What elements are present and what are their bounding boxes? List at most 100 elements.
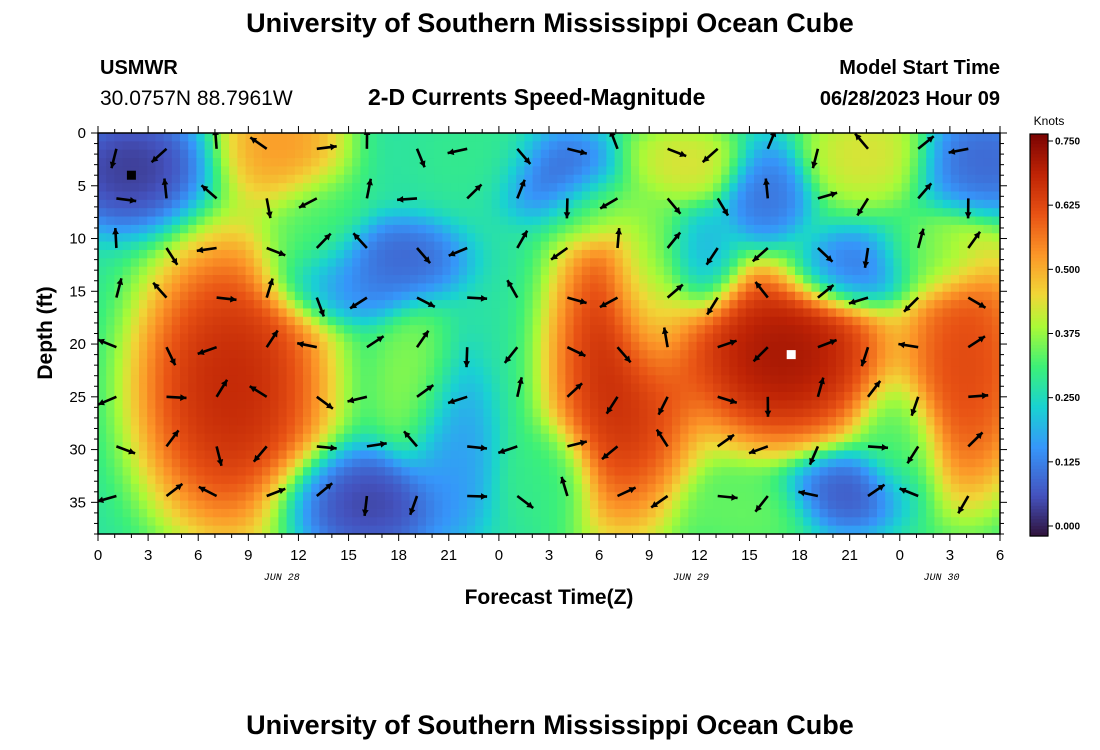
heatmap-cell	[926, 375, 935, 385]
heatmap-cell	[442, 325, 452, 335]
heatmap-cell	[860, 316, 870, 326]
heatmap-cell	[639, 350, 648, 360]
heatmap-cell	[795, 383, 804, 393]
heatmap-cell	[942, 383, 952, 393]
heatmap-cell	[918, 366, 927, 376]
heatmap-cell	[147, 400, 156, 410]
heatmap-cell	[262, 149, 271, 159]
heatmap-cell	[417, 341, 427, 351]
heatmap-cell	[409, 483, 419, 493]
heatmap-cell	[934, 467, 944, 477]
heatmap-cell	[622, 333, 632, 343]
heatmap-cell	[278, 233, 288, 243]
heatmap-cell	[672, 400, 681, 410]
heatmap-cell	[663, 375, 673, 385]
heatmap-cell	[909, 417, 919, 426]
heatmap-cell	[114, 358, 124, 368]
heatmap-cell	[737, 450, 747, 460]
heatmap-cell	[458, 358, 468, 368]
heatmap-cell	[827, 141, 837, 151]
heatmap-cell	[893, 383, 903, 393]
heatmap-cell	[909, 199, 919, 209]
heatmap-cell	[147, 375, 156, 385]
heatmap-cell	[278, 458, 288, 468]
heatmap-cell	[204, 467, 214, 477]
heatmap-cell	[114, 216, 124, 226]
heatmap-cell	[811, 199, 821, 209]
heatmap-cell	[147, 166, 156, 176]
heatmap-cell	[204, 216, 214, 226]
heatmap-cell	[352, 492, 361, 502]
heatmap-cell	[926, 216, 935, 226]
heatmap-cell	[532, 325, 542, 335]
heatmap-cell	[499, 233, 509, 243]
heatmap-cell	[770, 316, 780, 326]
heatmap-cell	[778, 191, 788, 201]
heatmap-cell	[704, 283, 714, 293]
heatmap-cell	[737, 216, 747, 226]
heatmap-cell	[811, 208, 821, 218]
heatmap-cell	[155, 241, 165, 251]
heatmap-cell	[106, 258, 115, 268]
heatmap-cell	[655, 266, 665, 276]
heatmap-cell	[565, 492, 575, 502]
heatmap-cell	[286, 216, 296, 226]
heatmap-cell	[598, 425, 607, 435]
heatmap-cell	[950, 483, 960, 493]
heatmap-cell	[188, 483, 197, 493]
heatmap-cell	[918, 308, 927, 318]
heatmap-cell	[680, 366, 689, 376]
heatmap-cell	[819, 450, 829, 460]
heatmap-cell	[393, 149, 402, 159]
heatmap-cell	[950, 417, 960, 426]
heatmap-cell	[713, 417, 722, 426]
heatmap-cell	[212, 275, 222, 284]
heatmap-cell	[212, 417, 222, 426]
heatmap-cell	[549, 350, 558, 360]
heatmap-cell	[245, 149, 255, 159]
heatmap-cell	[762, 216, 771, 226]
heatmap-cell	[885, 275, 894, 284]
heatmap-cell	[180, 508, 189, 518]
heatmap-cell	[926, 208, 935, 218]
heatmap-cell	[672, 417, 681, 426]
heatmap-cell	[245, 350, 255, 360]
heatmap-cell	[737, 208, 747, 218]
heatmap-cell	[606, 241, 616, 251]
heatmap-cell	[745, 149, 755, 159]
heatmap-cell	[786, 300, 796, 310]
heatmap-cell	[327, 500, 337, 510]
heatmap-cell	[926, 475, 935, 485]
heatmap-cell	[811, 133, 821, 142]
heatmap-cell	[573, 199, 583, 209]
heatmap-cell	[434, 366, 443, 376]
heatmap-cell	[942, 291, 952, 301]
heatmap-cell	[499, 450, 509, 460]
heatmap-cell	[721, 467, 730, 477]
heatmap-cell	[245, 400, 255, 410]
heatmap-cell	[786, 199, 796, 209]
heatmap-cell	[344, 291, 353, 301]
heatmap-cell	[663, 149, 673, 159]
heatmap-cell	[959, 467, 968, 477]
heatmap-cell	[762, 417, 771, 426]
heatmap-cell	[98, 216, 107, 226]
heatmap-cell	[959, 325, 968, 335]
heatmap-cell	[499, 174, 509, 184]
heatmap-cell	[549, 442, 558, 452]
heatmap-cell	[286, 450, 296, 460]
heatmap-cell	[573, 224, 583, 234]
heatmap-cell	[754, 325, 763, 335]
heatmap-cell	[770, 141, 780, 151]
heatmap-cell	[319, 425, 329, 435]
heatmap-cell	[713, 191, 722, 201]
heatmap-cell	[803, 333, 812, 343]
heatmap-cell	[877, 216, 886, 226]
heatmap-cell	[352, 333, 361, 343]
heatmap-cell	[196, 475, 206, 485]
heatmap-cell	[385, 216, 394, 226]
heatmap-cell	[680, 467, 689, 477]
heatmap-cell	[672, 316, 681, 326]
heatmap-cell	[549, 400, 558, 410]
heatmap-cell	[245, 391, 255, 401]
